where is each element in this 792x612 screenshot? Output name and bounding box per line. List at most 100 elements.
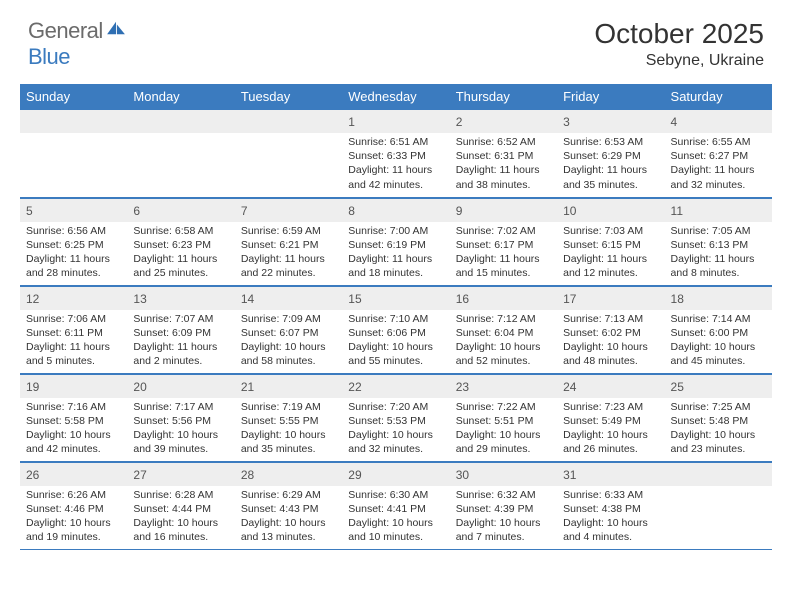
- calendar-week-row: 5 Sunrise: 6:56 AMSunset: 6:25 PMDaylight…: [20, 197, 772, 285]
- logo-text-general: General: [28, 18, 103, 43]
- sunrise-line: Sunrise: 6:30 AM: [348, 488, 443, 502]
- day-content: Sunrise: 6:52 AMSunset: 6:31 PMDaylight:…: [450, 133, 557, 196]
- day-header: Friday: [557, 84, 664, 109]
- calendar-day-cell: 18Sunrise: 7:14 AMSunset: 6:00 PMDayligh…: [665, 285, 772, 373]
- sunrise-line: Sunrise: 7:13 AM: [563, 312, 658, 326]
- day-header: Thursday: [450, 84, 557, 109]
- day-content: Sunrise: 6:29 AMSunset: 4:43 PMDaylight:…: [235, 486, 342, 549]
- day-number: 17: [563, 292, 576, 306]
- daynum-row: 3: [557, 109, 664, 133]
- sunrise-line: Sunrise: 6:33 AM: [563, 488, 658, 502]
- daylight-line: Daylight: 11 hours and 38 minutes.: [456, 163, 551, 191]
- sunrise-line: Sunrise: 6:26 AM: [26, 488, 121, 502]
- daylight-line: Daylight: 10 hours and 13 minutes.: [241, 516, 336, 544]
- logo: General Blue: [28, 18, 127, 70]
- calendar-day-cell: 28Sunrise: 6:29 AMSunset: 4:43 PMDayligh…: [235, 461, 342, 549]
- sunrise-line: Sunrise: 6:55 AM: [671, 135, 766, 149]
- daylight-line: Daylight: 11 hours and 32 minutes.: [671, 163, 766, 191]
- sunrise-line: Sunrise: 6:53 AM: [563, 135, 658, 149]
- sunrise-line: Sunrise: 6:59 AM: [241, 224, 336, 238]
- calendar-day-cell: 21Sunrise: 7:19 AMSunset: 5:55 PMDayligh…: [235, 373, 342, 461]
- sunrise-line: Sunrise: 7:23 AM: [563, 400, 658, 414]
- sunset-line: Sunset: 6:17 PM: [456, 238, 551, 252]
- daynum-row: 28: [235, 462, 342, 486]
- sunset-line: Sunset: 5:56 PM: [133, 414, 228, 428]
- calendar-day-cell: 8Sunrise: 7:00 AMSunset: 6:19 PMDaylight…: [342, 197, 449, 285]
- daylight-line: Daylight: 10 hours and 32 minutes.: [348, 428, 443, 456]
- day-content: Sunrise: 6:30 AMSunset: 4:41 PMDaylight:…: [342, 486, 449, 549]
- day-content: Sunrise: 6:28 AMSunset: 4:44 PMDaylight:…: [127, 486, 234, 549]
- daynum-row: 30: [450, 462, 557, 486]
- sunset-line: Sunset: 4:39 PM: [456, 502, 551, 516]
- daynum-row: 5: [20, 198, 127, 222]
- day-content: Sunrise: 6:26 AMSunset: 4:46 PMDaylight:…: [20, 486, 127, 549]
- calendar-day-cell: 14Sunrise: 7:09 AMSunset: 6:07 PMDayligh…: [235, 285, 342, 373]
- day-content: Sunrise: 6:33 AMSunset: 4:38 PMDaylight:…: [557, 486, 664, 549]
- daylight-line: Daylight: 10 hours and 29 minutes.: [456, 428, 551, 456]
- calendar-day-cell: 22Sunrise: 7:20 AMSunset: 5:53 PMDayligh…: [342, 373, 449, 461]
- daylight-line: Daylight: 10 hours and 58 minutes.: [241, 340, 336, 368]
- calendar-day-cell: 17Sunrise: 7:13 AMSunset: 6:02 PMDayligh…: [557, 285, 664, 373]
- daylight-line: Daylight: 10 hours and 35 minutes.: [241, 428, 336, 456]
- day-number: 16: [456, 292, 469, 306]
- calendar-week-row: 19 Sunrise: 7:16 AMSunset: 5:58 PMDayligh…: [20, 373, 772, 461]
- day-content: Sunrise: 7:16 AMSunset: 5:58 PMDaylight:…: [20, 398, 127, 461]
- day-content: Sunrise: 6:56 AMSunset: 6:25 PMDaylight:…: [20, 222, 127, 285]
- sunrise-line: Sunrise: 7:14 AM: [671, 312, 766, 326]
- sunset-line: Sunset: 5:51 PM: [456, 414, 551, 428]
- daylight-line: Daylight: 11 hours and 5 minutes.: [26, 340, 121, 368]
- daynum-row: 10: [557, 198, 664, 222]
- day-number: 19: [26, 380, 39, 394]
- logo-sail-icon: [105, 20, 127, 36]
- day-number: 25: [671, 380, 684, 394]
- sunrise-line: Sunrise: 7:06 AM: [26, 312, 121, 326]
- sunrise-line: Sunrise: 6:51 AM: [348, 135, 443, 149]
- daynum-row: 12: [20, 286, 127, 310]
- daylight-line: Daylight: 10 hours and 45 minutes.: [671, 340, 766, 368]
- day-content: Sunrise: 7:05 AMSunset: 6:13 PMDaylight:…: [665, 222, 772, 285]
- title-block: October 2025 Sebyne, Ukraine: [594, 18, 764, 70]
- day-content: Sunrise: 6:53 AMSunset: 6:29 PMDaylight:…: [557, 133, 664, 196]
- month-title: October 2025: [594, 18, 764, 50]
- daynum-row: 24: [557, 374, 664, 398]
- calendar-day-cell: 29Sunrise: 6:30 AMSunset: 4:41 PMDayligh…: [342, 461, 449, 549]
- sunset-line: Sunset: 6:25 PM: [26, 238, 121, 252]
- daynum-row: 17: [557, 286, 664, 310]
- day-content: Sunrise: 6:59 AMSunset: 6:21 PMDaylight:…: [235, 222, 342, 285]
- sunset-line: Sunset: 6:09 PM: [133, 326, 228, 340]
- sunset-line: Sunset: 6:07 PM: [241, 326, 336, 340]
- daynum-row: 7: [235, 198, 342, 222]
- sunset-line: Sunset: 6:19 PM: [348, 238, 443, 252]
- day-content: Sunrise: 7:25 AMSunset: 5:48 PMDaylight:…: [665, 398, 772, 461]
- day-header: Monday: [127, 84, 234, 109]
- day-content: Sunrise: 6:55 AMSunset: 6:27 PMDaylight:…: [665, 133, 772, 196]
- sunset-line: Sunset: 5:49 PM: [563, 414, 658, 428]
- daylight-line: Daylight: 10 hours and 23 minutes.: [671, 428, 766, 456]
- day-number: 20: [133, 380, 146, 394]
- daynum-row-empty: [235, 109, 342, 133]
- calendar-empty-cell: [20, 109, 127, 197]
- daylight-line: Daylight: 10 hours and 39 minutes.: [133, 428, 228, 456]
- sunrise-line: Sunrise: 7:22 AM: [456, 400, 551, 414]
- day-header: Tuesday: [235, 84, 342, 109]
- daynum-row: 25: [665, 374, 772, 398]
- day-header-row: SundayMondayTuesdayWednesdayThursdayFrid…: [20, 84, 772, 109]
- day-content: Sunrise: 7:22 AMSunset: 5:51 PMDaylight:…: [450, 398, 557, 461]
- daylight-line: Daylight: 11 hours and 28 minutes.: [26, 252, 121, 280]
- sunrise-line: Sunrise: 7:20 AM: [348, 400, 443, 414]
- day-number: 5: [26, 204, 33, 218]
- calendar-empty-cell: [127, 109, 234, 197]
- daynum-row: 9: [450, 198, 557, 222]
- sunset-line: Sunset: 5:55 PM: [241, 414, 336, 428]
- sunset-line: Sunset: 6:06 PM: [348, 326, 443, 340]
- day-content: Sunrise: 7:12 AMSunset: 6:04 PMDaylight:…: [450, 310, 557, 373]
- sunset-line: Sunset: 6:27 PM: [671, 149, 766, 163]
- day-number: 14: [241, 292, 254, 306]
- sunset-line: Sunset: 5:58 PM: [26, 414, 121, 428]
- sunrise-line: Sunrise: 6:28 AM: [133, 488, 228, 502]
- daylight-line: Daylight: 11 hours and 42 minutes.: [348, 163, 443, 191]
- sunrise-line: Sunrise: 7:25 AM: [671, 400, 766, 414]
- day-number: 27: [133, 468, 146, 482]
- calendar-day-cell: 24Sunrise: 7:23 AMSunset: 5:49 PMDayligh…: [557, 373, 664, 461]
- day-content: Sunrise: 7:23 AMSunset: 5:49 PMDaylight:…: [557, 398, 664, 461]
